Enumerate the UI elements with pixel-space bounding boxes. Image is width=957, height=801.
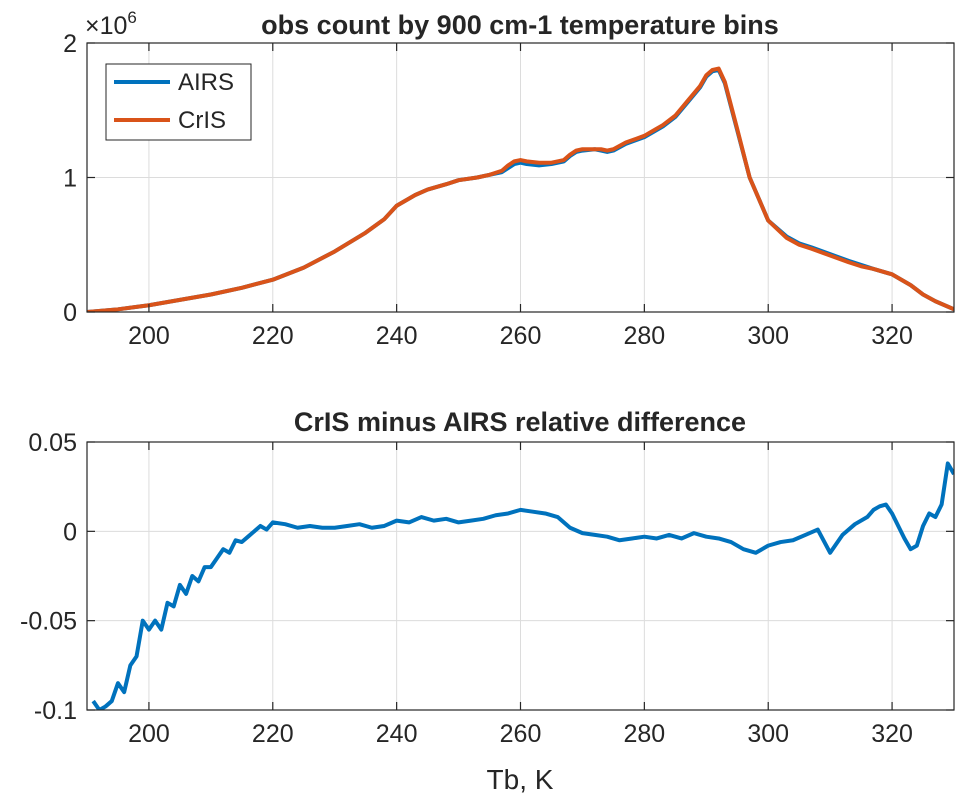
top-ytick-label: 0 [63, 299, 77, 327]
x-axis-label: Tb, K [487, 764, 554, 795]
top-xtick-label: 200 [128, 322, 170, 350]
top-panel-count-chart: 200 220 240 260 280 300 320 0 1 2 obs count by 90… [63, 8, 955, 350]
top-xtick-label: 220 [252, 322, 294, 350]
bottom-ytick-label: -0.05 [20, 608, 77, 636]
top-chart-title: obs count by 900 cm-1 temperature bins [261, 10, 779, 40]
top-series-line-cris [87, 66, 954, 312]
bottom-xtick-label: 260 [500, 720, 542, 748]
top-ticks: 200 220 240 260 280 300 320 0 1 2 [63, 30, 954, 350]
y-exponent-power: 6 [127, 8, 136, 27]
y-exponent-base: ×10 [85, 12, 127, 40]
bottom-xtick-label: 300 [747, 720, 789, 748]
top-xtick-label: 320 [871, 322, 913, 350]
bottom-panel-difference-chart: 200 220 240 260 280 300 320 0.05 0 -0.05 -0.1 CrIS… [20, 407, 955, 795]
top-xtick-label: 300 [747, 322, 789, 350]
bottom-ytick-label: 0.05 [28, 429, 77, 457]
top-xtick-label: 260 [500, 322, 542, 350]
bottom-series [91, 461, 954, 710]
top-xtick-label: 280 [623, 322, 665, 350]
top-xtick-label: 240 [376, 322, 418, 350]
bottom-xtick-label: 320 [871, 720, 913, 748]
bottom-xtick-label: 200 [128, 720, 170, 748]
top-series [87, 66, 954, 312]
top-ytick-label: 2 [63, 30, 77, 58]
bottom-ytick-label: -0.1 [34, 697, 77, 725]
bottom-ytick-label: 0 [63, 518, 77, 546]
bottom-xtick-label: 280 [623, 720, 665, 748]
bottom-chart-title: CrIS minus AIRS relative difference [294, 407, 746, 437]
top-ytick-label: 1 [63, 165, 77, 193]
legend-box [105, 63, 252, 141]
legend-label-cris: CrIS [178, 107, 226, 134]
bottom-xtick-label: 220 [252, 720, 294, 748]
bottom-xtick-label: 240 [376, 720, 418, 748]
y-exponent-label: ×106 [85, 8, 137, 40]
legend: AIRS CrIS [105, 63, 252, 141]
legend-label-airs: AIRS [178, 69, 234, 96]
bottom-ticks: 200 220 240 260 280 300 320 0.05 0 -0.05 -0.1 [20, 429, 954, 748]
bottom-series-line-difference [91, 461, 954, 710]
